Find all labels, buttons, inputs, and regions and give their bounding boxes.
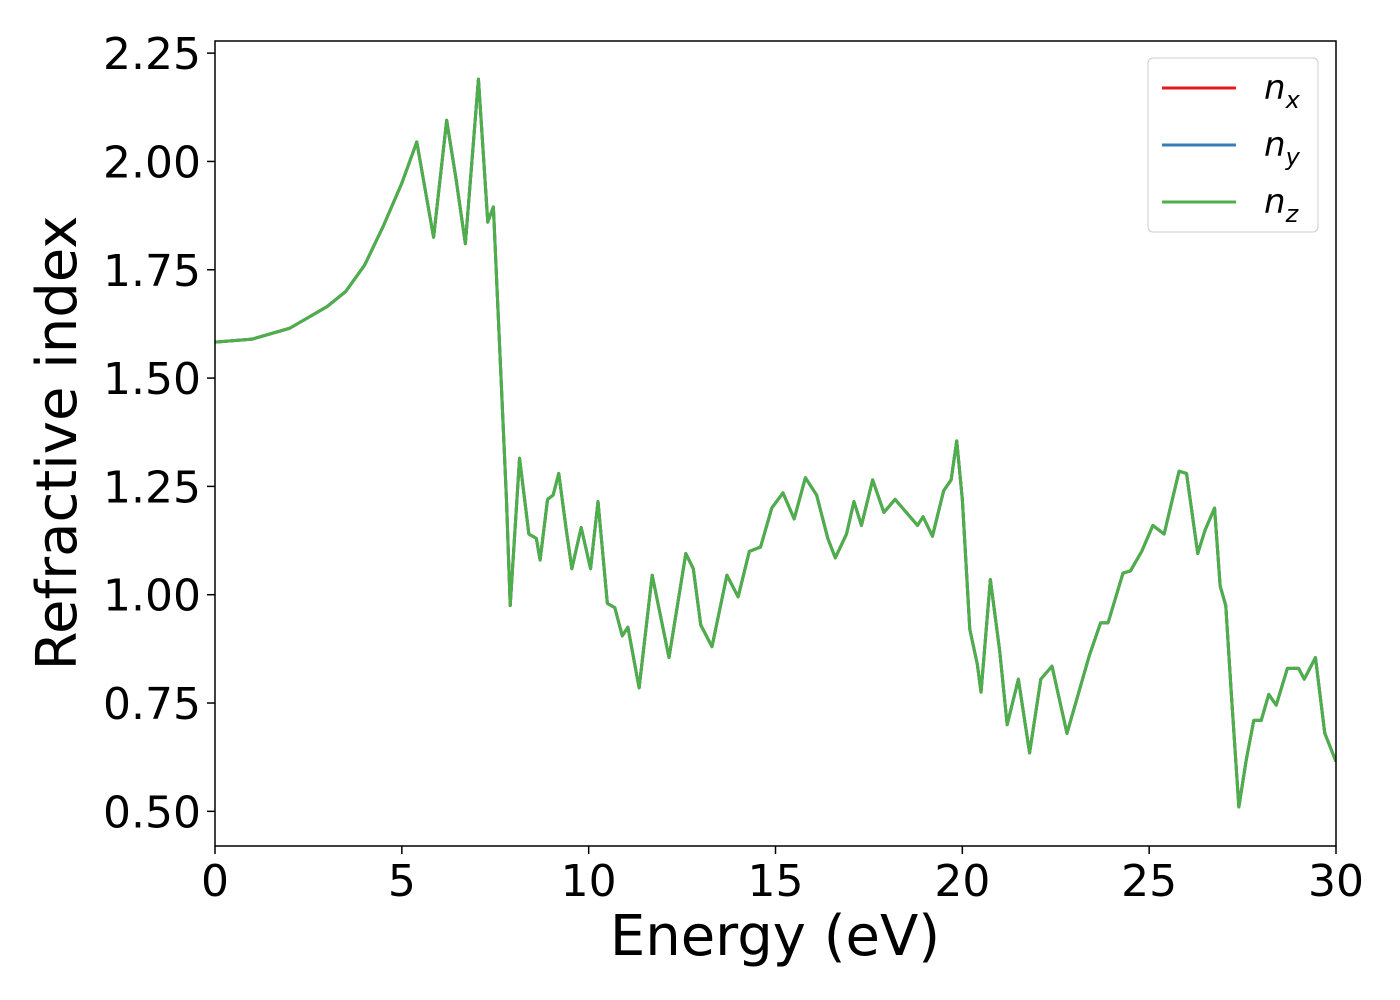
x-tick-label: 10 [561, 856, 617, 907]
y-tick-label: 2.25 [103, 29, 201, 80]
y-tick-label: 1.50 [103, 354, 201, 405]
x-tick-label: 20 [934, 856, 990, 907]
y-tick-label: 2.00 [103, 137, 201, 188]
x-tick-label: 30 [1308, 856, 1364, 907]
y-tick-label: 1.25 [103, 462, 201, 513]
y-tick-label: 1.00 [103, 571, 201, 622]
x-axis-label: Energy (eV) [610, 904, 940, 969]
y-tick-label: 0.50 [103, 787, 201, 838]
legend-label: nx [1264, 68, 1301, 114]
y-axis-label: Refractive index [25, 216, 90, 671]
x-tick-label: 25 [1121, 856, 1177, 907]
x-tick-label: 0 [201, 856, 229, 907]
y-tick-label: 0.75 [103, 679, 201, 730]
x-tick-label: 5 [388, 856, 416, 907]
legend-label: nz [1264, 182, 1300, 228]
y-tick-label: 1.75 [103, 246, 201, 297]
plot-lines [215, 77, 1336, 809]
plot-frame [214, 40, 1337, 847]
x-tick-label: 15 [748, 856, 804, 907]
legend-label: ny [1264, 125, 1301, 171]
data-line [215, 77, 1336, 809]
